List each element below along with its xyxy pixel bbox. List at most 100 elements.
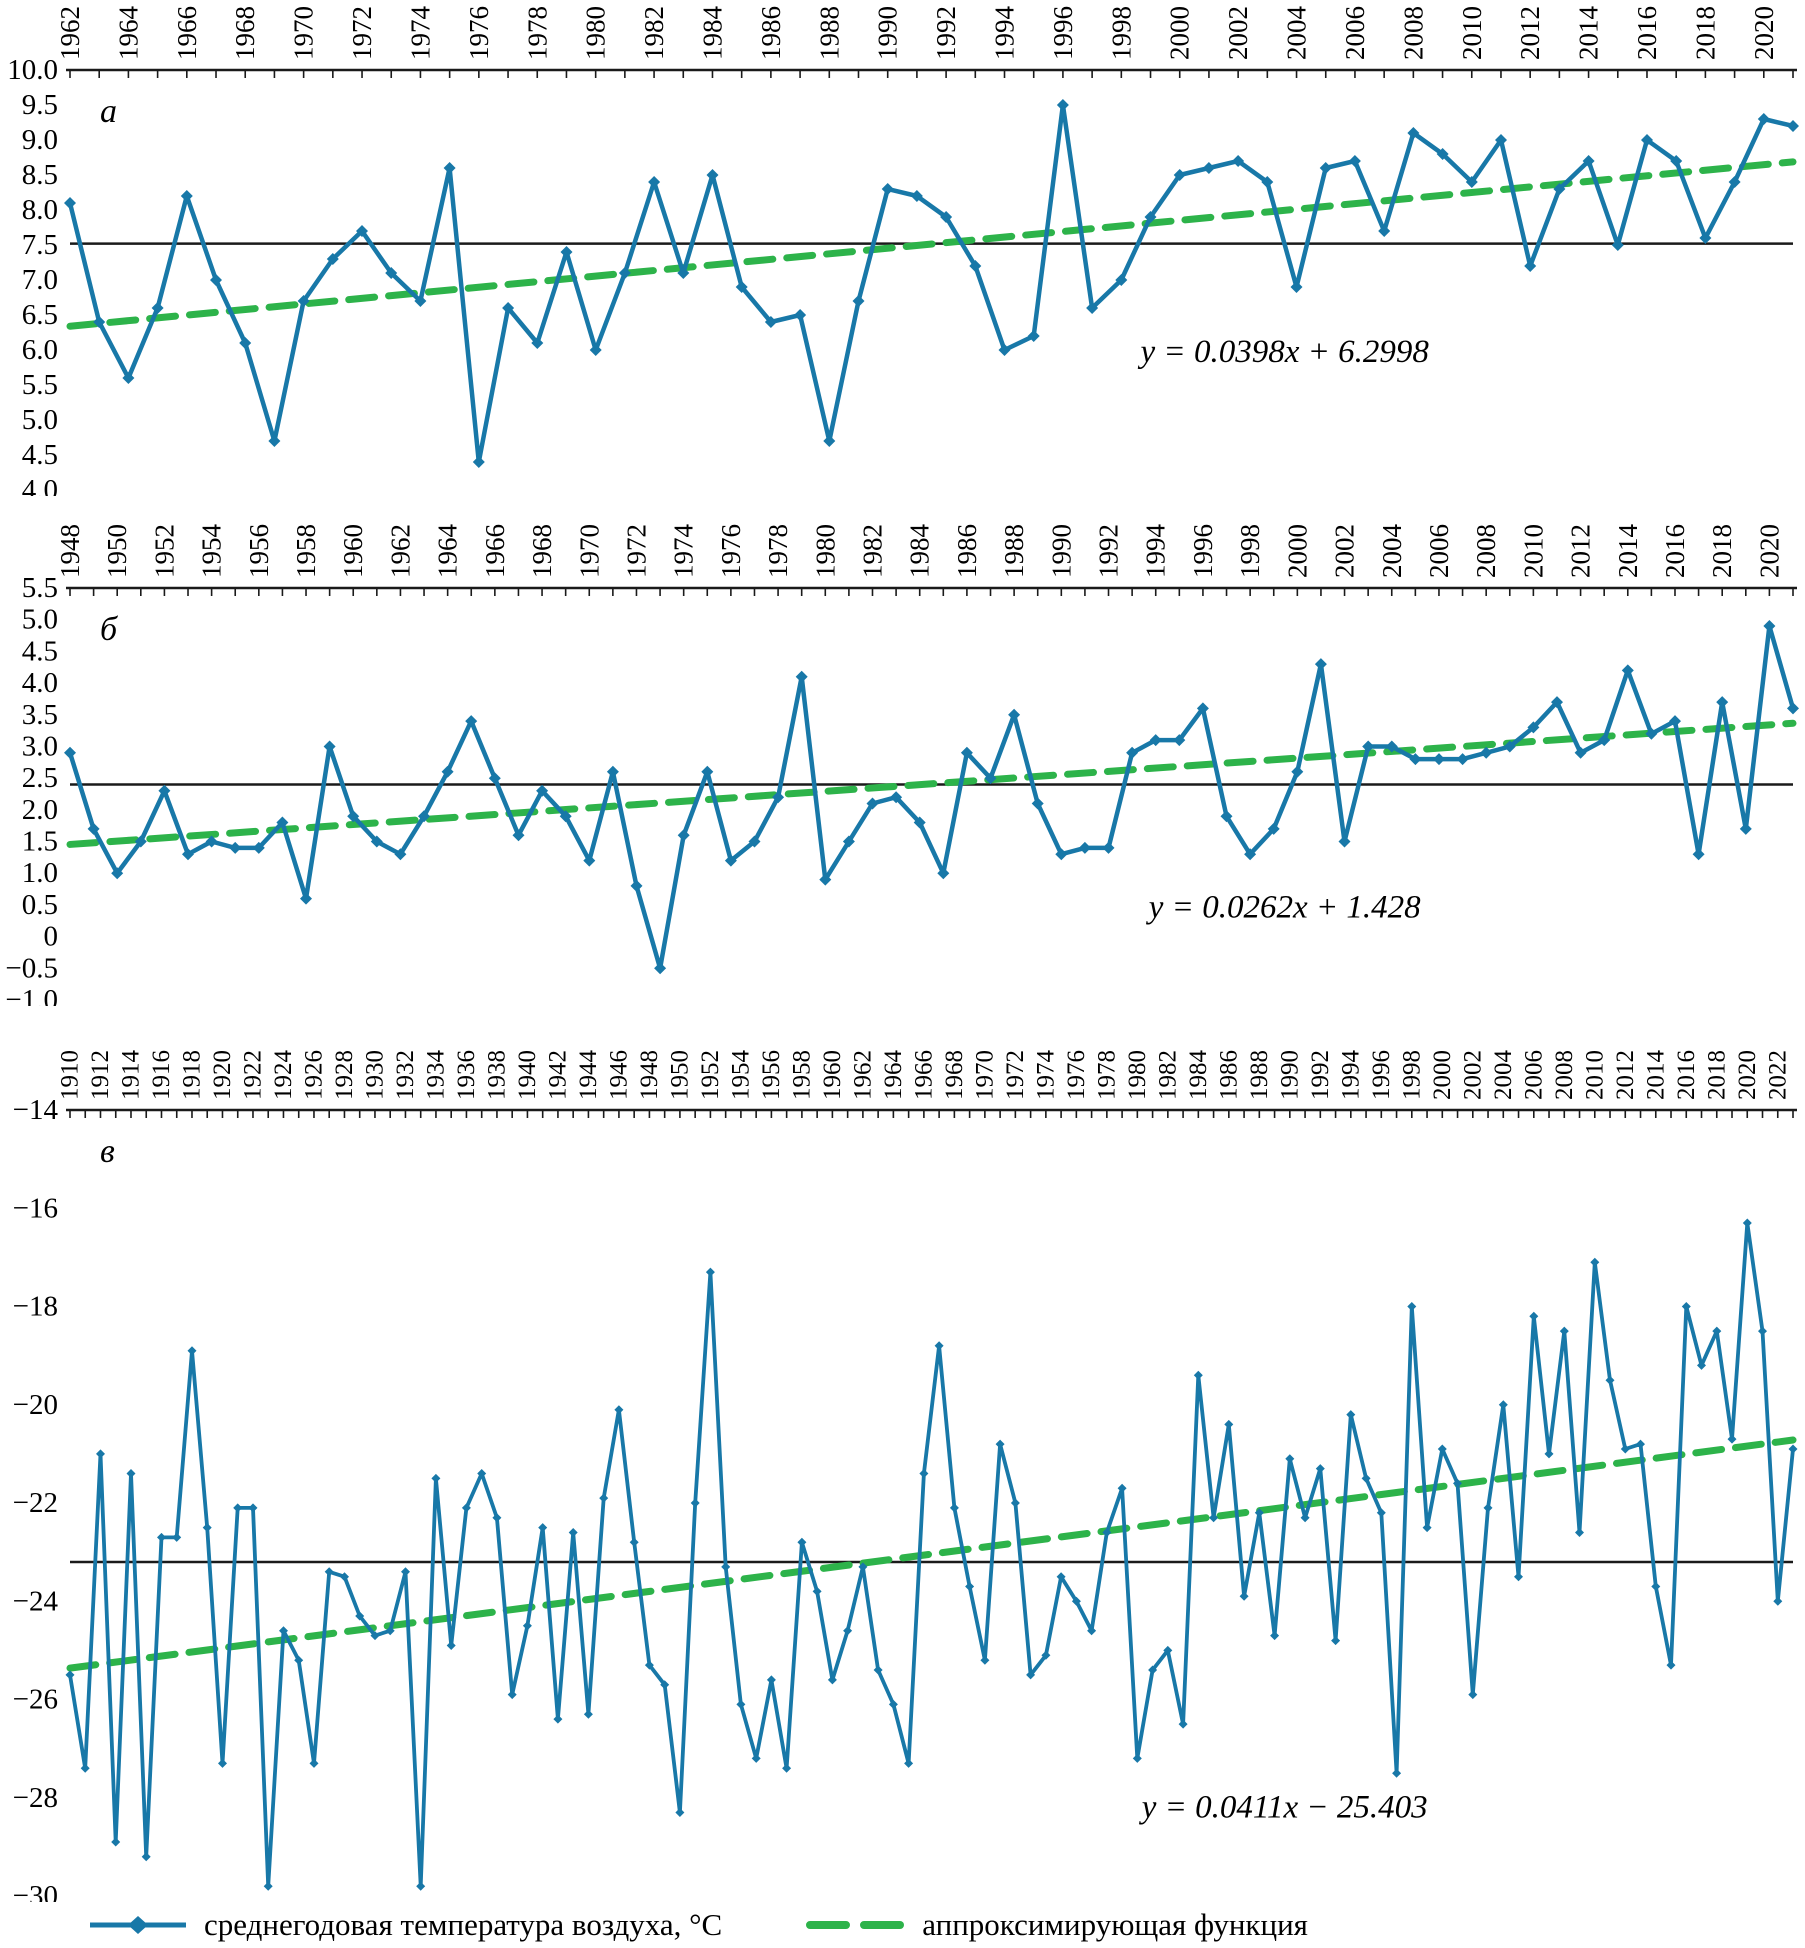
year-label: 1996 [1368,1050,1395,1100]
year-label: 1982 [1154,1050,1181,1100]
y-tick-label: −14 [13,1094,59,1126]
year-label: 1984 [697,6,727,61]
year-label: 1950 [666,1050,693,1100]
year-label: 1976 [1063,1050,1090,1100]
year-label: 2000 [1429,1050,1456,1100]
year-label: 1962 [385,524,415,578]
y-tick-label: −18 [13,1291,58,1323]
year-label: 2002 [1330,524,1360,578]
year-label: 1954 [727,1050,754,1101]
year-label: 2006 [1424,524,1454,578]
y-tick-label: 2.0 [22,794,58,826]
year-label: 1962 [55,6,85,60]
y-tick-label: −30 [13,1880,58,1902]
series-markers [64,620,1799,975]
year-label: 1992 [1307,1050,1334,1100]
year-label: 1966 [910,1050,937,1100]
series-sample-marker [128,1916,148,1934]
y-tick-label: 7.5 [22,229,58,261]
year-label: 1992 [931,6,961,60]
y-tick-label: 5.5 [22,369,58,401]
year-label: 1920 [209,1050,236,1100]
year-label: 1978 [763,524,793,578]
x-axis-ticks [69,70,1794,78]
y-tick-label: 9.5 [22,89,58,121]
year-label: 2018 [1703,1050,1730,1100]
y-axis-labels: 5.55.04.54.03.53.02.52.01.51.00.50−0.5−1… [5,572,58,1006]
year-label: 2018 [1707,524,1737,578]
year-label: 1914 [117,1050,144,1101]
year-label: 1984 [1185,1050,1212,1101]
year-label: 1998 [1106,6,1136,60]
year-label: 1930 [361,1050,388,1100]
year-label: 1970 [574,524,604,578]
y-tick-label: −1.0 [5,984,58,1006]
y-tick-label: 7.0 [22,264,58,296]
year-label: 1956 [758,1050,785,1100]
year-label: 1980 [1124,1050,1151,1100]
year-label: 1952 [149,524,179,578]
year-label: 1986 [1215,1050,1242,1100]
y-tick-label: 9.0 [22,124,58,156]
year-label: 1980 [581,6,611,60]
year-label: 1912 [87,1050,114,1100]
year-label: 1992 [1094,524,1124,578]
year-label: 2010 [1518,524,1548,578]
legend-temperature-label: среднегодовая температура воздуха, °C [204,1907,723,1942]
y-tick-label: 0 [44,921,59,953]
year-label: 1968 [527,524,557,578]
year-label: 1944 [575,1050,602,1101]
year-label: 1994 [1141,524,1171,579]
year-label: 1968 [941,1050,968,1100]
year-label: 1918 [178,1050,205,1100]
panel-label: в [100,1133,115,1170]
year-label: 2020 [1749,6,1779,60]
trend-line-swatch-icon [806,1921,907,1929]
year-label: 2012 [1515,6,1545,60]
year-label: 1988 [814,6,844,60]
year-label: 2016 [1632,6,1662,60]
y-tick-label: 6.5 [22,299,58,331]
y-tick-label: 8.5 [22,159,58,191]
year-label: 1936 [453,1050,480,1100]
year-label: 1972 [621,524,651,578]
year-label: 1948 [636,1050,663,1100]
year-label: 1922 [239,1050,266,1100]
year-label: 1978 [522,6,552,60]
y-tick-label: 1.5 [22,826,58,858]
year-label: 1952 [697,1050,724,1100]
chart-panel-v: 1910 1912 1914 1916 1918 1920 1922 1924 1926 1928… [13,1050,1798,1902]
temperature-series-line [67,623,1796,971]
year-label: 1910 [57,1050,84,1100]
x-axis-year-labels: 1948 1950 1952 1954 1956 1958 1960 1962 1964 1966… [55,524,1784,579]
year-label: 1976 [716,524,746,578]
year-label: 2008 [1471,524,1501,578]
year-label: 1998 [1235,524,1265,578]
y-tick-label: −22 [13,1487,58,1519]
year-label: 1996 [1048,6,1078,60]
year-label: 1942 [544,1050,571,1100]
legend-trend-label: аппроксимирующая функция [922,1907,1308,1942]
y-tick-label: 5.0 [22,404,58,436]
year-label: 1974 [669,524,699,579]
y-tick-label: 4.0 [22,667,58,699]
x-axis-year-labels: 1910 1912 1914 1916 1918 1920 1922 1924 1926 1928… [57,1050,1792,1101]
year-label: 2012 [1612,1050,1639,1100]
trend-equation: y = 0.0262x + 1.428 [1146,890,1421,926]
year-label: 2012 [1566,524,1596,578]
year-label: 1990 [1046,524,1076,578]
year-label: 1958 [788,1050,815,1100]
y-tick-label: 6.0 [22,334,58,366]
year-label: 1940 [514,1050,541,1100]
chart-panel-b: 1948 1950 1952 1954 1956 1958 1960 1962 1964 1966… [5,524,1799,1006]
year-label: 1974 [405,6,435,61]
y-tick-label: 4.0 [22,474,58,496]
year-label: 1928 [331,1050,358,1100]
year-label: 2010 [1457,6,1487,60]
y-axis-labels: −14 −16 −18 −20 −22 −24 −26 −28 −30 [13,1094,59,1902]
year-label: 1964 [433,524,463,579]
year-label: 1996 [1188,524,1218,578]
y-tick-label: −24 [13,1585,59,1617]
y-tick-label: −16 [13,1192,58,1224]
